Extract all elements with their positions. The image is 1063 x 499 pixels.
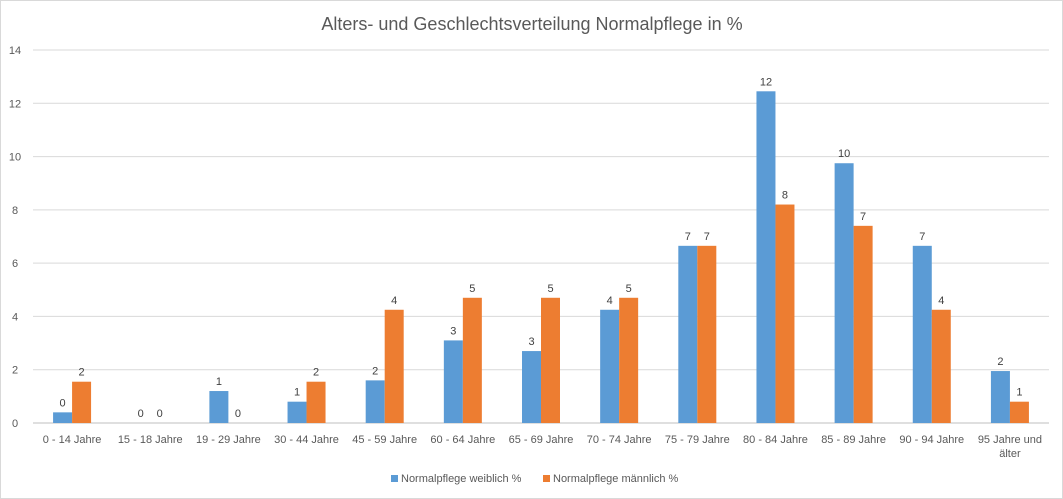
x-tick-label: 90 - 94 Jahre (899, 434, 964, 446)
bar-maennlich (306, 381, 326, 423)
bar-weiblich (287, 401, 307, 423)
bar-maennlich (72, 381, 92, 423)
y-tick-label: 14 (9, 45, 21, 57)
data-label: 0 (157, 408, 163, 420)
data-label: 7 (860, 211, 866, 223)
bars (53, 91, 1029, 424)
data-label: 4 (938, 295, 944, 307)
legend-swatch-weiblich (391, 475, 398, 482)
data-label: 5 (469, 283, 475, 295)
x-tick-label: 0 - 14 Jahre (43, 434, 102, 446)
data-label: 0 (235, 408, 241, 420)
bar-maennlich (462, 297, 482, 423)
x-axis-labels: 0 - 14 Jahre 15 - 18 Jahre 19 - 29 Jahre 30… (43, 434, 1042, 460)
data-label: 7 (685, 231, 691, 243)
bar-maennlich (697, 245, 717, 423)
data-label: 12 (760, 76, 772, 88)
data-label: 0 (138, 408, 144, 420)
data-label: 0 (60, 397, 66, 409)
bar-weiblich (756, 91, 776, 424)
bar-weiblich (834, 163, 854, 423)
bar-maennlich (1009, 401, 1029, 423)
legend: Normalpflege weiblich % Normalpflege männ… (391, 473, 679, 485)
data-label: 1 (216, 376, 222, 388)
data-label: 2 (79, 367, 85, 379)
x-tick-label: 45 - 59 Jahre (352, 434, 417, 446)
x-tick-label: 60 - 64 Jahre (430, 434, 495, 446)
bar-weiblich (678, 245, 698, 423)
data-label: 10 (838, 148, 850, 160)
legend-label-maennlich: Normalpflege männlich % (553, 473, 679, 485)
x-tick-label: 85 - 89 Jahre (821, 434, 886, 446)
bar-maennlich (384, 309, 404, 423)
bar-weiblich (990, 371, 1010, 423)
x-tick-label: 19 - 29 Jahre (196, 434, 261, 446)
data-label: 3 (528, 336, 534, 348)
bar-weiblich (600, 309, 620, 423)
bar-weiblich (443, 340, 463, 423)
x-tick-label: älter (999, 448, 1021, 460)
bar-maennlich (853, 225, 873, 423)
y-tick-label: 10 (9, 152, 21, 164)
data-label: 5 (547, 283, 553, 295)
bar-maennlich (541, 297, 560, 423)
data-label: 7 (704, 231, 710, 243)
x-tick-label: 15 - 18 Jahre (118, 434, 183, 446)
x-tick-label: 80 - 84 Jahre (743, 434, 808, 446)
x-tick-label: 70 - 74 Jahre (587, 434, 652, 446)
bar-maennlich (619, 297, 639, 423)
x-tick-label: 30 - 44 Jahre (274, 434, 339, 446)
x-tick-label: 75 - 79 Jahre (665, 434, 730, 446)
bar-weiblich (522, 351, 541, 423)
bar-weiblich (209, 391, 229, 423)
y-tick-label: 12 (9, 98, 21, 110)
bar-maennlich (775, 204, 795, 423)
y-tick-label: 8 (12, 205, 18, 217)
data-label: 4 (607, 295, 613, 307)
bar-weiblich (912, 245, 932, 423)
bar-weiblich (53, 412, 73, 423)
y-axis-ticks: 0 2 4 6 8 10 12 14 (9, 45, 21, 430)
data-label: 2 (313, 367, 319, 379)
y-tick-label: 0 (12, 418, 18, 430)
data-label: 1 (1016, 387, 1022, 399)
y-tick-label: 4 (12, 311, 18, 323)
y-tick-label: 2 (12, 365, 18, 377)
legend-label-weiblich: Normalpflege weiblich % (401, 473, 522, 485)
bar-weiblich (365, 380, 385, 423)
bar-maennlich (931, 309, 951, 423)
data-label: 2 (372, 365, 378, 377)
data-label: 7 (919, 231, 925, 243)
y-tick-label: 6 (12, 258, 18, 270)
data-label: 8 (782, 190, 788, 202)
data-label: 5 (626, 283, 632, 295)
x-tick-label: 95 Jahre und (978, 434, 1042, 446)
x-tick-label: 65 - 69 Jahre (509, 434, 574, 446)
data-label: 1 (294, 387, 300, 399)
data-label: 4 (391, 295, 397, 307)
data-label: 2 (997, 356, 1003, 368)
data-label: 3 (450, 325, 456, 337)
chart-title: Alters- und Geschlechtsverteilung Normal… (321, 14, 742, 34)
legend-swatch-maennlich (543, 475, 550, 482)
